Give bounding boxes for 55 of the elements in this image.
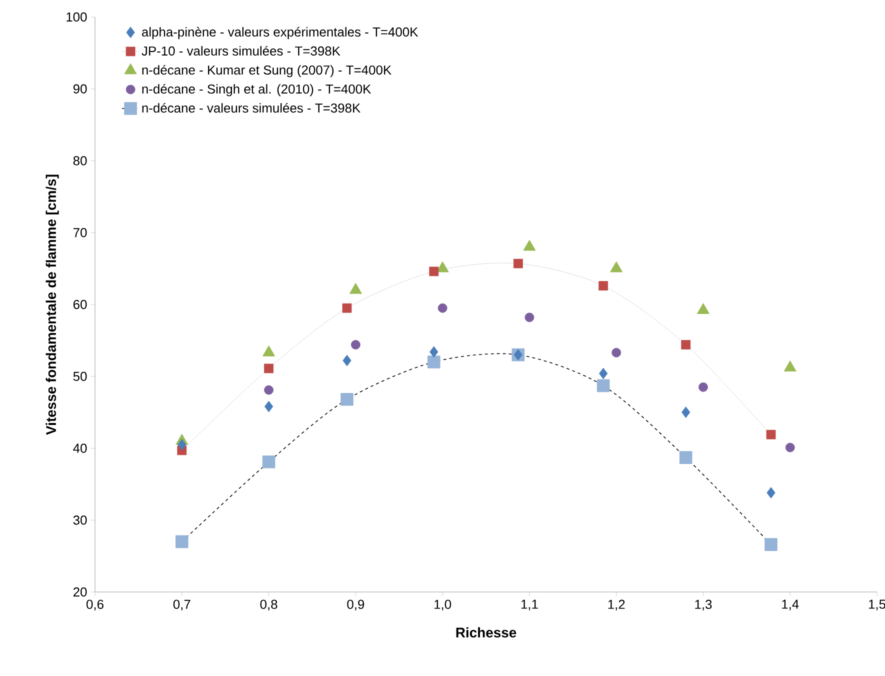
point [264,400,274,412]
x-tick-label: 0,8 [260,600,278,610]
point [596,379,610,392]
x-tick-label: 1,2 [608,600,625,610]
point [264,364,274,374]
point [679,451,692,464]
point [430,346,438,358]
legend-label: alpha-pinène - valeurs expérimentales - T=400K [142,26,418,40]
point [682,406,690,418]
x-tick-label: 0,9 [347,600,364,610]
x-tick-label: 0,7 [173,600,190,610]
point [785,442,795,452]
x-tick-label: 1,3 [695,600,712,610]
legend-label: n-décane - valeurs simulées - T=398K [142,102,360,113]
y-tick-label: 50 [73,372,87,381]
point [264,385,274,395]
point [178,438,186,450]
point [176,535,188,548]
x-tick-label: 1,1 [521,600,538,610]
y-tick-label: 40 [73,444,87,453]
x-tick-label: 0,6 [86,600,104,610]
y-tick-label: 80 [73,156,87,166]
point [427,356,440,368]
y-tick-label: 30 [73,516,87,525]
point [698,382,708,392]
x-tick-label: 1,4 [782,600,799,610]
point [340,392,354,406]
y-tick-label: 20 [73,587,87,597]
legend-label: n-décane - Kumar et Sung (2007) - T=400K [142,64,392,78]
point [681,340,691,350]
point [764,538,778,551]
point [598,368,608,380]
point [766,430,776,440]
point [513,258,523,268]
point [429,266,439,276]
legend-label: n-décane - Singh et al. (2010) - T=400K [142,84,372,96]
y-tick-label: 90 [73,84,87,94]
legend-label: JP-10 - valeurs simulées - T=398K [142,46,340,56]
point [262,455,276,468]
point [438,303,448,313]
point [598,281,608,290]
point [514,349,522,360]
y-tick-label: 60 [73,300,87,310]
point [524,312,534,322]
point [342,354,352,366]
x-axis-title: Richesse [456,627,516,638]
point [350,340,360,350]
point [612,348,622,358]
point [342,303,352,313]
x-tick-label: 1,0 [434,600,452,610]
x-tick-label: 1,5 [868,600,885,610]
y-tick-label: 70 [74,228,87,238]
y-tick-label: 100 [66,12,87,22]
point [766,487,776,498]
y-axis-title: Vitesse fondamentale de flamme [cm/s] [46,174,59,435]
